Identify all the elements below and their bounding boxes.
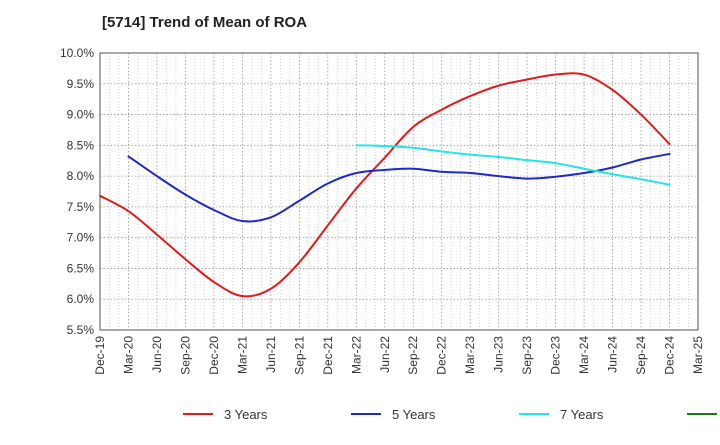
- chart-title: [5714] Trend of Mean of ROA: [102, 14, 308, 31]
- x-tick-label: Jun-22: [378, 336, 392, 373]
- legend-label-3-years: 3 Years: [224, 407, 268, 422]
- x-tick-label: Jun-21: [264, 336, 278, 373]
- x-tick-label: Sep-22: [406, 336, 420, 375]
- y-tick-label: 7.5%: [67, 200, 95, 214]
- x-tick-label: Dec-22: [435, 336, 449, 375]
- x-tick-label: Mar-23: [463, 336, 477, 374]
- y-tick-label: 6.5%: [67, 261, 95, 275]
- axis-layer: 5.5% 6.0% 6.5% 7.0% 7.5% 8.0% 8.5% 9.0% 9.5% 10.0…: [60, 46, 705, 375]
- x-tick-label: Sep-21: [292, 336, 306, 375]
- series-line-3-years: [99, 72, 671, 298]
- x-tick-label: Mar-25: [691, 336, 705, 374]
- x-tick-label: Sep-20: [178, 336, 192, 375]
- x-tick-label: Mar-20: [121, 336, 135, 374]
- plot-area: [100, 53, 698, 330]
- x-tick-label: Dec-19: [93, 336, 107, 375]
- y-tick-label: 7.0%: [67, 231, 95, 245]
- series-line-5-years: [127, 152, 671, 223]
- plot-border: [99, 52, 699, 331]
- series-line-7-years: [355, 144, 671, 186]
- y-tick-label: 9.5%: [67, 77, 95, 91]
- legend-label-7-years: 7 Years: [560, 407, 604, 422]
- y-tick-label: 8.5%: [67, 138, 95, 152]
- y-tick-label: 8.0%: [67, 169, 95, 183]
- x-tick-label: Jun-24: [606, 336, 620, 373]
- grid-layer: [99, 52, 699, 331]
- y-tick-label: 9.0%: [67, 108, 95, 122]
- x-tick-label: Sep-23: [520, 336, 534, 375]
- x-tick-label: Mar-22: [349, 336, 363, 374]
- x-tick-label: Mar-21: [235, 336, 249, 374]
- x-tick-label: Jun-20: [150, 336, 164, 373]
- x-tick-label: Dec-20: [207, 336, 221, 375]
- x-tick-label: Dec-24: [663, 336, 677, 375]
- x-tick-label: Dec-23: [549, 336, 563, 375]
- x-tick-label: Jun-23: [492, 336, 506, 373]
- series-layer: [99, 72, 671, 298]
- x-tick-label: Dec-21: [321, 336, 335, 375]
- y-tick-label: 5.5%: [67, 323, 95, 337]
- y-tick-label: 6.0%: [67, 292, 95, 306]
- x-tick-label: Sep-24: [634, 336, 648, 375]
- y-tick-label: 10.0%: [60, 46, 94, 60]
- legend-label-5-years: 5 Years: [392, 407, 436, 422]
- x-tick-label: Mar-24: [577, 336, 591, 374]
